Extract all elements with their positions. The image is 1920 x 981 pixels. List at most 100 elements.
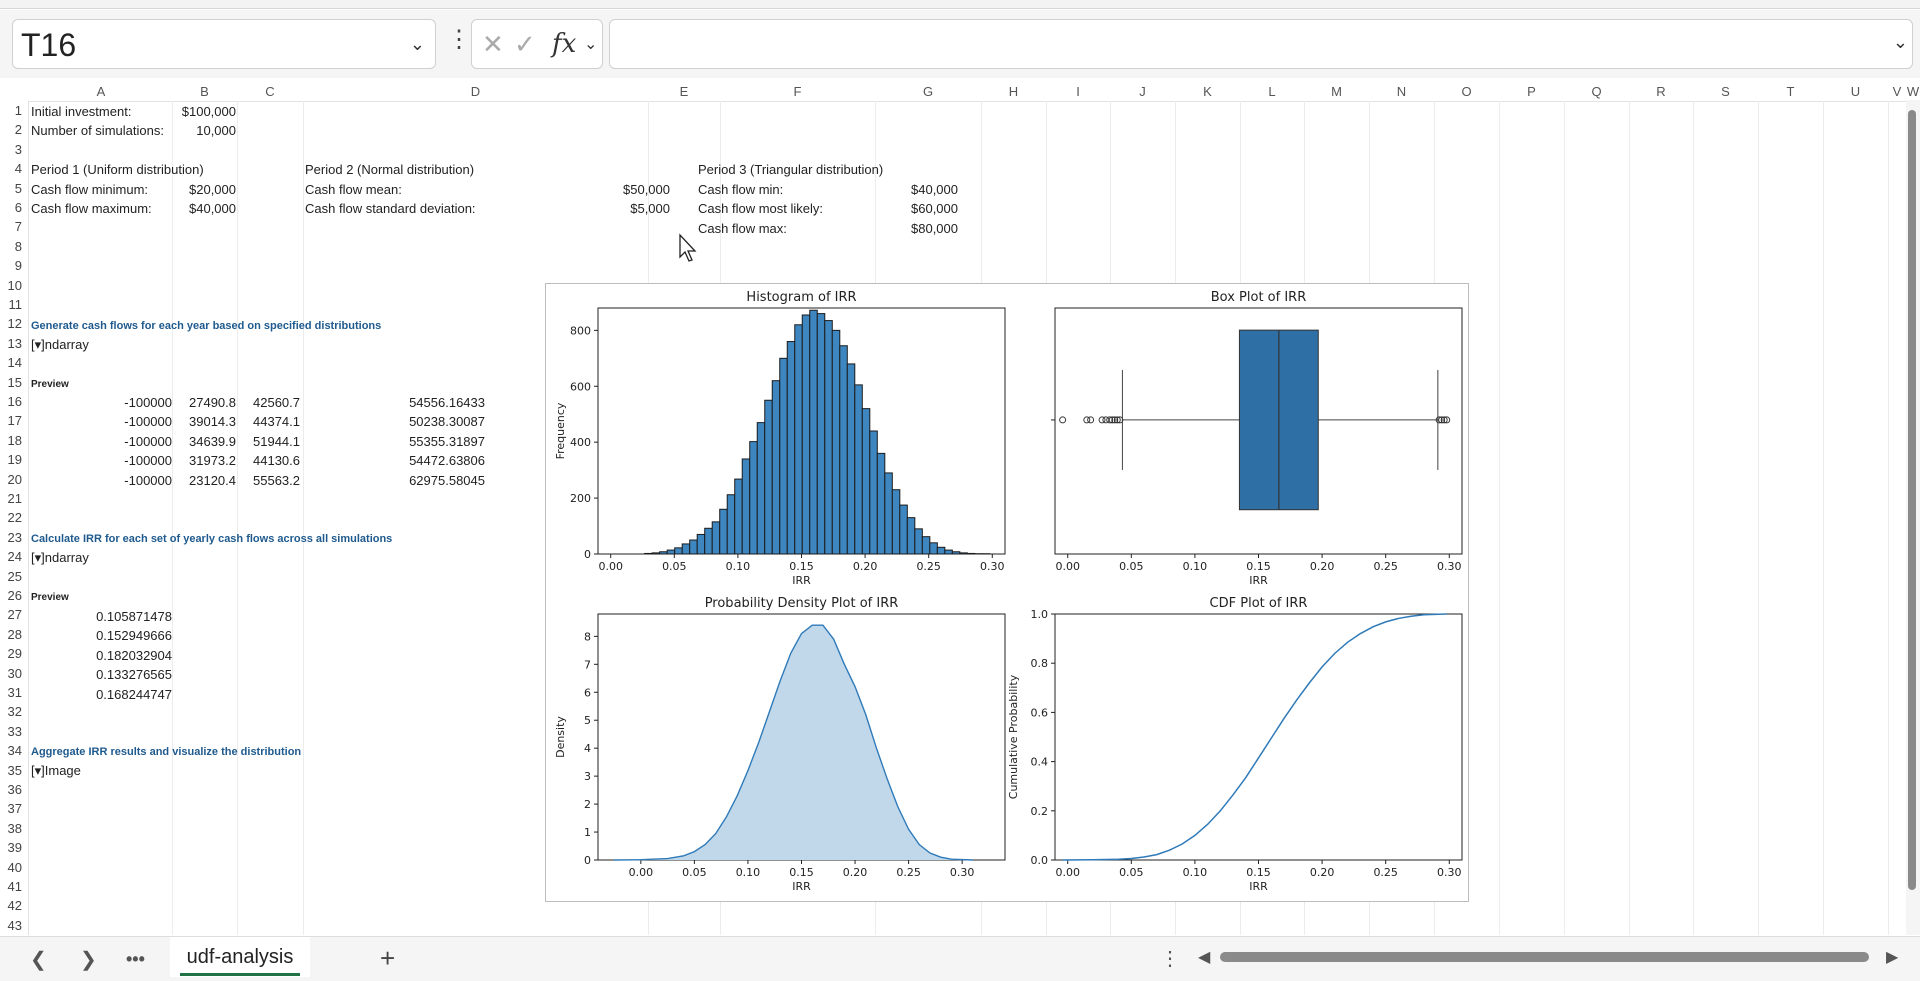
cell-a35-image[interactable]: [▾]Image <box>31 763 81 779</box>
column-header-q[interactable]: Q <box>1564 84 1629 99</box>
row-header-39[interactable]: 39 <box>0 840 22 855</box>
cell-b6[interactable]: $40,000 <box>172 201 236 216</box>
column-header-a[interactable]: A <box>30 84 172 99</box>
cancel-x-icon[interactable]: ✕ <box>482 29 504 60</box>
column-header-f[interactable]: F <box>720 84 875 99</box>
cashflow-preview-cell[interactable]: 51944.1 <box>240 434 300 449</box>
row-header-33[interactable]: 33 <box>0 724 22 739</box>
column-header-d[interactable]: D <box>303 84 648 99</box>
more-options-icon[interactable]: ⋮ <box>1160 946 1180 971</box>
cell-e6[interactable]: $5,000 <box>600 201 670 216</box>
cell-b2[interactable]: 10,000 <box>172 123 236 138</box>
row-header-35[interactable]: 35 <box>0 763 22 778</box>
column-header-i[interactable]: I <box>1046 84 1110 99</box>
cashflow-preview-cell[interactable]: 39014.3 <box>176 414 236 429</box>
row-header-41[interactable]: 41 <box>0 879 22 894</box>
cell-a12-heading[interactable]: Generate cash flows for each year based … <box>31 320 381 332</box>
cashflow-preview-cell[interactable]: 50238.30087 <box>305 414 485 429</box>
name-box[interactable]: T16 ⌄ <box>12 19 436 69</box>
column-header-r[interactable]: R <box>1629 84 1693 99</box>
cashflow-preview-cell[interactable]: -100000 <box>32 473 172 488</box>
cashflow-preview-cell[interactable]: -100000 <box>32 414 172 429</box>
cashflow-preview-cell[interactable]: 27490.8 <box>176 395 236 410</box>
cell-g4[interactable]: Period 3 (Triangular distribution) <box>698 162 883 177</box>
row-header-17[interactable]: 17 <box>0 413 22 428</box>
row-header-31[interactable]: 31 <box>0 685 22 700</box>
cashflow-preview-cell[interactable]: 44130.6 <box>240 453 300 468</box>
row-header-18[interactable]: 18 <box>0 433 22 448</box>
row-header-10[interactable]: 10 <box>0 278 22 293</box>
row-header-22[interactable]: 22 <box>0 510 22 525</box>
cell-a15-preview[interactable]: Preview <box>31 379 69 390</box>
cell-a24-ndarray[interactable]: [▾]ndarray <box>31 550 89 566</box>
scroll-left-icon[interactable]: ◀ <box>1198 947 1210 967</box>
column-header-e[interactable]: E <box>648 84 720 99</box>
cell-a34-heading[interactable]: Aggregate IRR results and visualize the … <box>31 746 301 758</box>
row-header-26[interactable]: 26 <box>0 588 22 603</box>
column-header-s[interactable]: S <box>1693 84 1758 99</box>
irr-preview-cell[interactable]: 0.152949666 <box>31 628 172 643</box>
column-header-m[interactable]: M <box>1304 84 1369 99</box>
vertical-scrollbar[interactable] <box>1906 100 1920 935</box>
cell-g7[interactable]: Cash flow max: <box>698 221 787 236</box>
formula-input[interactable]: ⌄ <box>609 19 1913 69</box>
fx-icon[interactable]: fx <box>552 29 576 59</box>
column-header-o[interactable]: O <box>1434 84 1499 99</box>
row-header-1[interactable]: 1 <box>0 103 22 118</box>
irr-preview-cell[interactable]: 0.105871478 <box>31 609 172 624</box>
row-header-16[interactable]: 16 <box>0 394 22 409</box>
cashflow-preview-cell[interactable]: 42560.7 <box>240 395 300 410</box>
row-header-43[interactable]: 43 <box>0 918 22 933</box>
cell-a26-preview[interactable]: Preview <box>31 592 69 603</box>
sheet-tab-udf-analysis[interactable]: udf-analysis <box>170 937 310 977</box>
irr-preview-cell[interactable]: 0.133276565 <box>31 667 172 682</box>
column-header-w[interactable]: W <box>1906 84 1920 99</box>
row-header-19[interactable]: 19 <box>0 452 22 467</box>
row-header-7[interactable]: 7 <box>0 219 22 234</box>
cell-a1[interactable]: Initial investment: <box>31 104 131 119</box>
irr-preview-cell[interactable]: 0.182032904 <box>31 648 172 663</box>
row-header-40[interactable]: 40 <box>0 860 22 875</box>
cell-a2[interactable]: Number of simulations: <box>31 123 164 138</box>
cell-h5[interactable]: $40,000 <box>890 182 958 197</box>
row-header-23[interactable]: 23 <box>0 530 22 545</box>
row-header-6[interactable]: 6 <box>0 200 22 215</box>
row-header-25[interactable]: 25 <box>0 569 22 584</box>
row-header-11[interactable]: 11 <box>0 297 22 312</box>
column-header-b[interactable]: B <box>172 84 237 99</box>
column-header-u[interactable]: U <box>1823 84 1888 99</box>
row-header-21[interactable]: 21 <box>0 491 22 506</box>
cell-a13-ndarray[interactable]: [▾]ndarray <box>31 337 89 353</box>
row-header-9[interactable]: 9 <box>0 258 22 273</box>
cashflow-preview-cell[interactable]: 55563.2 <box>240 473 300 488</box>
cell-b5[interactable]: $20,000 <box>172 182 236 197</box>
column-header-k[interactable]: K <box>1175 84 1240 99</box>
next-sheet-icon[interactable]: ❯ <box>80 947 97 972</box>
cashflow-preview-cell[interactable]: -100000 <box>32 434 172 449</box>
cell-a6[interactable]: Cash flow maximum: <box>31 201 152 216</box>
row-header-28[interactable]: 28 <box>0 627 22 642</box>
cashflow-preview-cell[interactable]: 55355.31897 <box>305 434 485 449</box>
row-header-8[interactable]: 8 <box>0 239 22 254</box>
row-header-36[interactable]: 36 <box>0 782 22 797</box>
column-header-n[interactable]: N <box>1369 84 1434 99</box>
cell-d4[interactable]: Period 2 (Normal distribution) <box>305 162 474 177</box>
column-header-t[interactable]: T <box>1758 84 1823 99</box>
cashflow-preview-cell[interactable]: 54556.16433 <box>305 395 485 410</box>
confirm-check-icon[interactable]: ✓ <box>514 29 536 60</box>
row-header-5[interactable]: 5 <box>0 181 22 196</box>
horizontal-scrollbar[interactable]: ◀ ▶ <box>1198 945 1898 969</box>
row-header-38[interactable]: 38 <box>0 821 22 836</box>
prev-sheet-icon[interactable]: ❮ <box>30 947 47 972</box>
row-header-4[interactable]: 4 <box>0 161 22 176</box>
column-header-p[interactable]: P <box>1499 84 1564 99</box>
row-header-29[interactable]: 29 <box>0 646 22 661</box>
row-header-27[interactable]: 27 <box>0 607 22 622</box>
chevron-down-icon[interactable]: ⌄ <box>410 34 425 55</box>
column-header-l[interactable]: L <box>1240 84 1304 99</box>
row-header-37[interactable]: 37 <box>0 801 22 816</box>
cashflow-preview-cell[interactable]: -100000 <box>32 453 172 468</box>
column-header-g[interactable]: G <box>875 84 981 99</box>
row-header-20[interactable]: 20 <box>0 472 22 487</box>
cashflow-preview-cell[interactable]: 31973.2 <box>176 453 236 468</box>
